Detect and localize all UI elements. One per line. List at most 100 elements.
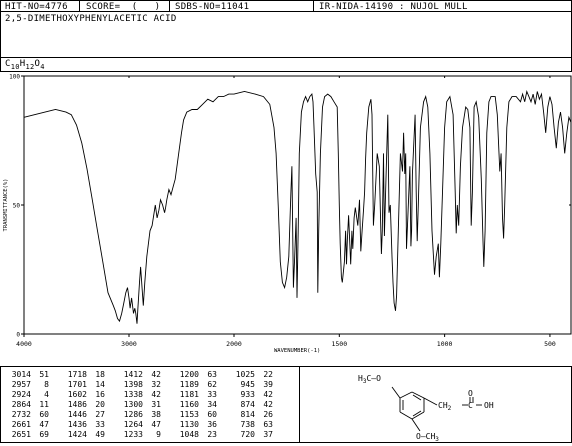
peak-wavenumber: 1233 [123,430,143,439]
header-separator [79,1,80,12]
peak-row: 1025 22 [231,370,273,380]
peak-transmittance: 47 [39,420,49,429]
peak-wavenumber: 1398 [123,380,143,389]
peak-wavenumber: 814 [240,410,255,419]
header-divider [1,57,571,58]
peak-row: 720 37 [231,430,273,440]
carbonyl-o-label: O [468,389,473,398]
peak-transmittance: 26 [263,410,273,419]
peak-table: 3014 51 2957 8 2924 4 2864 11 2732 60 2661 47 2651 69… [0,366,300,443]
peak-wavenumber: 1436 [67,420,87,429]
peak-transmittance: 11 [39,400,49,409]
peak-wavenumber: 1602 [67,390,87,399]
peak-wavenumber: 1160 [179,400,199,409]
peak-row: 1189 62 [175,380,217,390]
peak-transmittance: 69 [39,430,49,439]
peak-transmittance: 20 [95,400,105,409]
peak-column: 1412 42 1398 32 1338 42 1300 31 1286 38 1264 47 1233… [119,370,161,440]
peak-wavenumber: 2957 [11,380,31,389]
peak-transmittance: 62 [207,380,217,389]
chart-axes [23,75,572,335]
peak-wavenumber: 2732 [11,410,31,419]
header-panel: HIT-NO=4776 SCORE= ( ) SDBS-NO=11041 IR-… [0,0,572,72]
peak-transmittance: 60 [207,410,217,419]
methoxy-top-label: H3C—O [358,374,381,385]
peak-row: 1153 60 [175,410,217,420]
y-axis-label: TRANSMITTANCE(%) [3,179,9,232]
peak-row: 1602 16 [63,390,105,400]
peak-wavenumber: 1189 [179,380,199,389]
methoxy-bottom-label: O—CH3 [416,432,439,442]
peak-row: 1446 27 [63,410,105,420]
peak-column: 3014 51 2957 8 2924 4 2864 11 2732 60 2661 47 2651 69 [7,370,49,440]
x-tick-label: 2000 [226,340,242,348]
peak-wavenumber: 2661 [11,420,31,429]
peak-transmittance: 42 [263,390,273,399]
sdbs-number: SDBS-NO=11041 [175,2,250,12]
peak-transmittance: 33 [95,420,105,429]
peak-transmittance: 38 [151,410,161,419]
y-tick-label: 0 [16,332,20,339]
peak-wavenumber: 1446 [67,410,87,419]
peak-wavenumber: 1200 [179,370,199,379]
peak-transmittance: 37 [263,430,273,439]
peak-wavenumber: 1181 [179,390,199,399]
peak-transmittance: 8 [44,380,49,389]
peak-row: 874 42 [231,400,273,410]
peak-row: 2864 11 [7,400,49,410]
header-separator [313,1,314,12]
peak-wavenumber: 1412 [123,370,143,379]
benzene-ring [391,386,482,432]
ir-info: IR-NIDA-14190 : NUJOL MULL [319,2,468,12]
ir-spectrum-chart: 4000 3000 2000 1500 1000 500 0 50 100 WAVENUMBER(… [3,74,572,354]
peak-row: 2661 47 [7,420,49,430]
peak-row: 1130 36 [175,420,217,430]
peak-row: 1181 33 [175,390,217,400]
peak-transmittance: 42 [263,400,273,409]
plot-frame [23,75,572,335]
peak-row: 1300 31 [119,400,161,410]
peak-wavenumber: 1424 [67,430,87,439]
peak-row: 3014 51 [7,370,49,380]
peak-transmittance: 42 [151,390,161,399]
peak-transmittance: 9 [156,430,161,439]
x-tick-label: 500 [544,340,556,348]
peak-transmittance: 34 [207,400,217,409]
peak-wavenumber: 3014 [11,370,31,379]
peak-wavenumber: 874 [240,400,255,409]
x-tick-label: 1000 [437,340,453,348]
peak-transmittance: 42 [151,370,161,379]
peak-transmittance: 14 [95,380,105,389]
score: SCORE= ( ) [86,2,161,12]
peak-wavenumber: 1130 [179,420,199,429]
peak-wavenumber: 933 [240,390,255,399]
peak-wavenumber: 2924 [11,390,31,399]
peak-row: 2957 8 [7,380,49,390]
compound-name: 2,5-DIMETHOXYPHENYLACETIC ACID [5,14,177,24]
peak-transmittance: 18 [95,370,105,379]
hydroxyl-label: OH [484,401,494,410]
peak-column: 1025 22 945 39 933 42 874 42 814 26 738 63 720 37 [231,370,273,440]
peak-transmittance: 33 [207,390,217,399]
peak-transmittance: 63 [263,420,273,429]
peak-wavenumber: 1264 [123,420,143,429]
peak-wavenumber: 2651 [11,430,31,439]
y-tick-label: 50 [13,203,21,210]
peak-row: 1048 23 [175,430,217,440]
peak-wavenumber: 1486 [67,400,87,409]
peak-column: 1200 63 1189 62 1181 33 1160 34 1153 60 1130 36 1048… [175,370,217,440]
peak-wavenumber: 1286 [123,410,143,419]
peak-row: 1200 63 [175,370,217,380]
peak-row: 1398 32 [119,380,161,390]
peak-row: 2732 60 [7,410,49,420]
peak-wavenumber: 1338 [123,390,143,399]
carboxyl-c-label: C [468,401,473,410]
peak-transmittance: 31 [151,400,161,409]
peak-row: 1160 34 [175,400,217,410]
ch2-label: CH2 [438,401,452,412]
peak-transmittance: 47 [151,420,161,429]
peak-row: 1286 38 [119,410,161,420]
peak-wavenumber: 1048 [179,430,199,439]
peak-row: 814 26 [231,410,273,420]
header-separator [169,1,170,12]
